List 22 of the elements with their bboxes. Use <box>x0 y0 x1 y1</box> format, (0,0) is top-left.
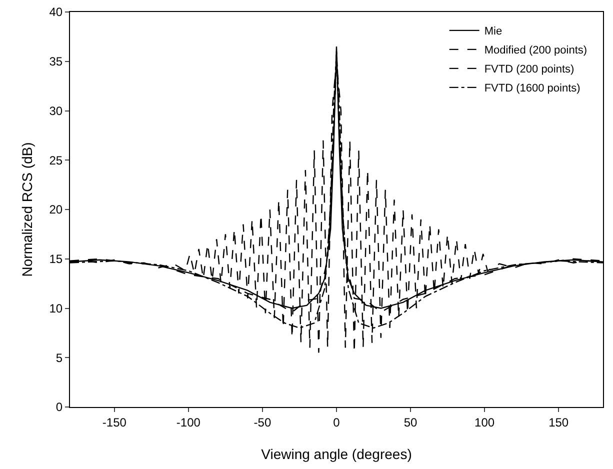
x-tick-label: 100 <box>474 415 495 430</box>
x-tick-label: -100 <box>176 415 201 430</box>
y-tick-label: 10 <box>49 301 63 316</box>
y-tick-label: 25 <box>49 153 63 168</box>
y-tick-label: 30 <box>49 104 63 118</box>
x-tick-label: 0 <box>333 415 340 430</box>
x-tick-label: -150 <box>102 415 127 430</box>
y-tick-label: 40 <box>49 5 63 20</box>
x-tick-label: 50 <box>404 415 418 430</box>
y-tick-label: 15 <box>49 252 63 266</box>
legend-label: Modified (200 points) <box>484 44 588 57</box>
x-tick-label: 150 <box>548 415 569 430</box>
legend-label: Mie <box>484 26 502 38</box>
y-tick-label: 20 <box>49 202 63 217</box>
y-axis-title: Normalized RCS (dB) <box>19 142 35 277</box>
x-tick-label: -50 <box>254 415 272 430</box>
y-tick-label: 0 <box>56 400 63 414</box>
legend-label: FVTD (200 points) <box>484 64 574 76</box>
y-tick-label: 35 <box>49 54 63 69</box>
legend-label: FVTD (1600 points) <box>484 82 580 95</box>
y-tick-label: 5 <box>56 350 63 365</box>
x-axis-title: Viewing angle (degrees) <box>261 446 412 462</box>
